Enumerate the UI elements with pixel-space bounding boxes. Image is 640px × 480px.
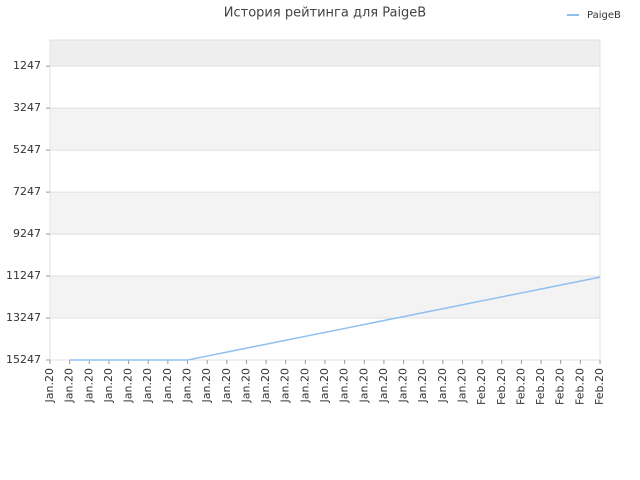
plot-band [50,318,600,360]
chart-title: История рейтинга для PaigeB [224,6,426,21]
x-tick-label: Jan.20 [82,368,95,403]
x-tick-label: Jan.20 [239,368,252,403]
y-tick-label: 11247 [6,269,41,282]
y-tick-label: 7247 [13,185,41,198]
x-tick-label: Jan.20 [357,368,370,403]
x-tick-label: Jan.20 [318,368,331,403]
plot-band [50,276,600,319]
x-tick-label: Jan.20 [200,368,213,403]
x-tick-label: Jan.20 [181,368,194,403]
x-tick-label: Feb.20 [534,368,547,405]
x-tick-label: Jan.20 [102,368,115,403]
x-tick-label: Jan.20 [122,368,135,403]
x-tick-label: Jan.20 [259,368,272,403]
x-tick-label: Feb.20 [573,368,586,405]
y-tick-label: 9247 [13,227,41,240]
x-tick-label: Jan.20 [436,368,449,403]
plot-band [50,234,600,277]
x-tick-label: Jan.20 [377,368,390,403]
x-tick-label: Feb.20 [495,368,508,405]
y-tick-label: 1247 [13,59,41,72]
x-tick-label: Jan.20 [397,368,410,403]
x-tick-label: Jan.20 [43,368,56,403]
x-tick-label: Jan.20 [141,368,154,403]
x-tick-label: Feb.20 [475,368,488,405]
series-line [69,276,601,361]
x-tick-label: Jan.20 [456,368,469,403]
y-tick-label: 3247 [13,101,41,114]
plot-band [50,150,600,193]
x-tick-label: Jan.20 [161,368,174,403]
x-tick-label: Jan.20 [63,368,76,403]
y-tick-label: 15247 [6,353,41,366]
x-tick-label: Jan.20 [416,368,429,403]
x-tick-label: Jan.20 [279,368,292,403]
y-tick-label: 13247 [6,311,41,324]
x-tick-label: Feb.20 [593,368,606,405]
y-tick-label: 5247 [13,143,41,156]
plot-band [50,66,600,109]
plot-band [50,192,600,235]
legend-label: PaigeB [587,10,621,21]
x-tick-label: Jan.20 [220,368,233,403]
x-tick-label: Feb.20 [554,368,567,405]
plot-band [50,40,600,67]
plot-band [50,108,600,151]
x-tick-label: Jan.20 [338,368,351,403]
x-tick-label: Jan.20 [298,368,311,403]
x-tick-label: Feb.20 [514,368,527,405]
